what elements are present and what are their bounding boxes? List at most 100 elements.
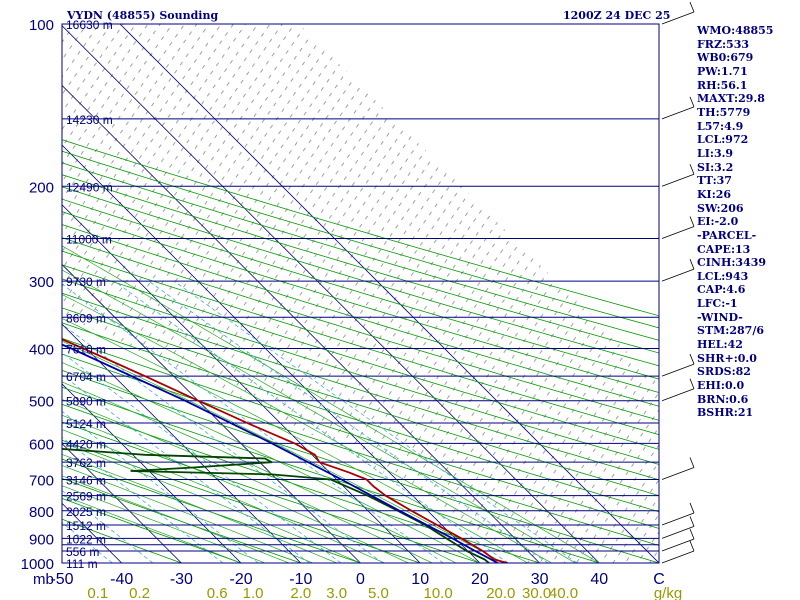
temperature-tick-label: 30: [531, 571, 549, 588]
height-label: 11000 m: [66, 232, 112, 246]
index-row: WB0:679: [697, 51, 754, 65]
wind-barb-shaft: [661, 226, 695, 239]
wind-barb-shaft: [661, 538, 695, 552]
mixing-ratio-line: [62, 283, 444, 563]
index-row: EI:-2.0: [697, 215, 739, 229]
height-label: 6704 m: [66, 370, 106, 384]
pressure-label: 900: [29, 531, 54, 548]
plot-frame: [61, 23, 660, 564]
temperature-tick-label: 40: [590, 571, 608, 588]
height-label: 9730 m: [66, 275, 106, 289]
height-label: 8609 m: [66, 311, 106, 325]
isotherm: [62, 383, 242, 563]
pressure-label: 700: [29, 473, 54, 490]
isotherm: [119, 24, 659, 563]
temperature-tick-label: -30: [170, 571, 193, 588]
mixing-ratio-label: 0.2: [129, 585, 150, 600]
wind-barb-flag: [689, 216, 695, 227]
moist-adiabat: [62, 454, 337, 563]
height-label: 111 m: [66, 557, 98, 571]
pressure-unit-label: mb: [33, 571, 54, 588]
pressure-label: 300: [29, 274, 54, 291]
wind-barbs: [661, 1, 695, 564]
moist-adiabat: [62, 494, 242, 563]
wind-barb: [661, 502, 695, 526]
wind-barb-flag: [689, 353, 695, 365]
wind-barb: [661, 1, 695, 25]
height-label: 5124 m: [66, 417, 106, 431]
wind-barb-flag: [689, 164, 695, 175]
index-row: CAPE:13: [697, 242, 751, 256]
temperature-tick-label: 20: [471, 571, 489, 588]
index-row: TH:5779: [697, 105, 751, 119]
wind-barb-flag: [689, 378, 695, 389]
index-row: CINH:3439: [697, 256, 767, 270]
mixing-ratio-label: 40.0: [549, 585, 578, 600]
wind-barb: [661, 259, 695, 282]
pressure-label: 400: [29, 342, 54, 359]
pressure-label: 500: [29, 394, 54, 411]
mixing-ratio-label: 0.6: [207, 585, 228, 600]
height-label: 5890 m: [66, 395, 106, 409]
wind-barb-flag: [689, 1, 695, 13]
index-row: HEL:42: [697, 338, 743, 352]
isotherm: [62, 443, 182, 563]
mixing-ratio-line: [114, 280, 509, 563]
temperature-tick-label: -50: [50, 571, 73, 588]
wind-barb-flag: [689, 528, 695, 540]
index-row: LI:3.9: [697, 146, 734, 160]
mixing-ratio-label: 2.0: [290, 585, 311, 600]
wind-barb-shaft: [661, 512, 695, 526]
index-row: LCL:972: [697, 133, 749, 147]
height-label: 1022 m: [66, 532, 106, 546]
temperature-tick-label: C: [653, 571, 665, 588]
mixing-ratio-label: 5.0: [368, 585, 389, 600]
wind-barb-shaft: [661, 173, 695, 187]
pressure-label: 600: [29, 436, 54, 453]
mixing-ratio-label: 0.1: [87, 585, 108, 600]
wind-barb-shaft: [661, 550, 695, 564]
wind-barb-flag: [689, 516, 695, 527]
index-row: LFC:-1: [697, 297, 738, 311]
sounding-trace-0: [62, 338, 508, 563]
wind-barb-flag: [689, 96, 695, 108]
pressure-label: 1000: [21, 556, 54, 573]
wind-barb-flag: [689, 259, 695, 270]
temperature-tick-label: -10: [289, 571, 312, 588]
temperature-tick-label: 0: [356, 571, 365, 588]
index-row: -WIND-: [697, 310, 743, 324]
chart-time: 1200Z 24 DEC 25: [563, 9, 671, 22]
height-label: 12490 m: [66, 180, 113, 194]
wind-barb: [661, 516, 695, 539]
isotherm: [62, 84, 540, 563]
mixing-ratio-label: 1.0: [243, 585, 264, 600]
pressure-label: 800: [29, 504, 54, 521]
index-row: BSHR:21: [697, 406, 754, 420]
wind-barb-shaft: [661, 363, 695, 377]
mixing-ratio-label: 30.0: [522, 585, 551, 600]
moist-adiabat: [62, 475, 290, 563]
sounding-trace-2: [62, 343, 499, 563]
wind-barb: [661, 528, 695, 552]
mixing-ratio-unit: g/kg: [654, 585, 682, 600]
wind-barb-flag: [689, 457, 695, 468]
height-label: 2569 m: [66, 490, 106, 504]
wind-barb-shaft: [661, 106, 695, 120]
height-label: 2025 m: [66, 505, 106, 519]
height-label: 16630 m: [66, 18, 113, 32]
wind-barb: [661, 353, 695, 377]
index-row: -PARCEL-: [697, 228, 757, 242]
wind-barb: [661, 457, 695, 480]
index-row: SI:3.2: [697, 160, 734, 174]
wind-barb: [661, 96, 695, 120]
index-row: RH:56.1: [697, 78, 748, 92]
wind-barb-shaft: [661, 467, 695, 480]
wind-barb: [661, 216, 695, 239]
isotherm: [62, 144, 481, 563]
height-label: 4420 m: [66, 437, 106, 451]
index-row: STM:287/6: [697, 324, 764, 338]
index-row: KI:26: [697, 187, 732, 201]
height-label: 1512 m: [66, 519, 106, 533]
